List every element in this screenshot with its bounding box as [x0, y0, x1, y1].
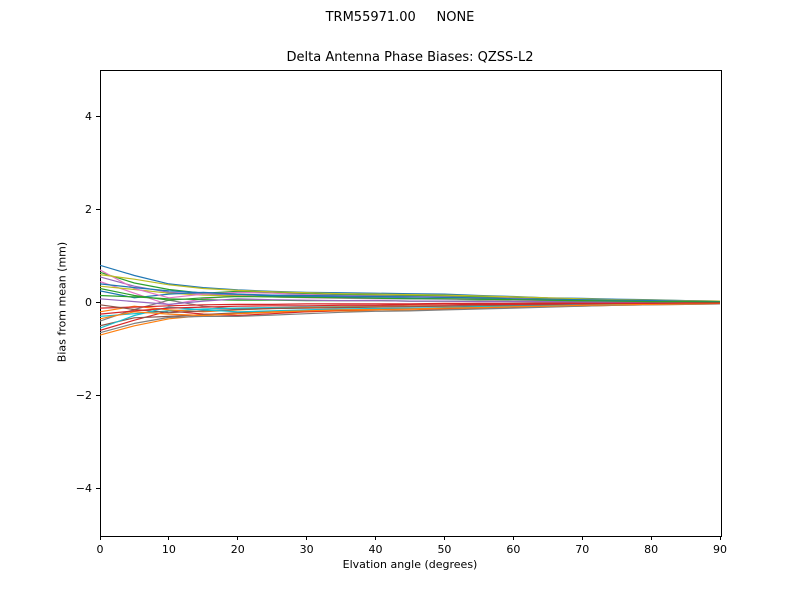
x-tick-label: 10 — [161, 543, 176, 556]
series-line-24 — [100, 302, 720, 315]
y-tick-mark — [96, 488, 100, 489]
y-tick-label: 4 — [85, 109, 92, 123]
x-tick-label: 60 — [506, 543, 521, 556]
x-tick-label: 30 — [299, 543, 314, 556]
x-tick-label: 0 — [96, 543, 104, 556]
series-line-15 — [100, 298, 720, 305]
y-tick-label: 2 — [85, 202, 92, 216]
y-tick-mark — [96, 116, 100, 117]
x-tick-label: 70 — [575, 543, 590, 556]
y-tick-label: −4 — [75, 481, 92, 495]
x-tick-label: 90 — [713, 543, 727, 556]
x-tick-label: 80 — [644, 543, 659, 556]
axes-title: Delta Antenna Phase Biases: QZSS-L2 — [286, 50, 534, 65]
y-tick-label: 0 — [85, 295, 92, 309]
series-line-22 — [100, 302, 720, 320]
x-tick-mark — [443, 536, 445, 540]
x-tick-mark — [512, 536, 514, 540]
x-tick-label: 40 — [368, 543, 383, 556]
x-tick-mark — [168, 536, 170, 540]
series-line-23 — [100, 287, 720, 303]
x-tick-mark — [650, 536, 652, 540]
plot-area — [100, 264, 720, 336]
x-tick-mark — [237, 536, 239, 540]
x-tick-mark — [375, 536, 377, 540]
y-tick-label: −2 — [75, 388, 92, 402]
x-tick-label: 50 — [437, 543, 452, 556]
y-tick-mark — [96, 395, 100, 396]
y-axis-label: Bias from mean (mm) — [55, 241, 69, 363]
x-axis-label: Elvation angle (degrees) — [342, 558, 478, 571]
x-tick-mark — [306, 536, 308, 540]
series-line-21 — [100, 283, 720, 303]
x-tick-mark — [719, 536, 721, 540]
figure-suptitle: TRM55971.00 NONE — [325, 10, 475, 25]
y-tick-mark — [96, 302, 100, 303]
y-tick-mark — [96, 209, 100, 210]
x-tick-mark — [581, 536, 583, 540]
x-tick-mark — [99, 536, 101, 540]
x-tick-label: 20 — [230, 543, 245, 556]
